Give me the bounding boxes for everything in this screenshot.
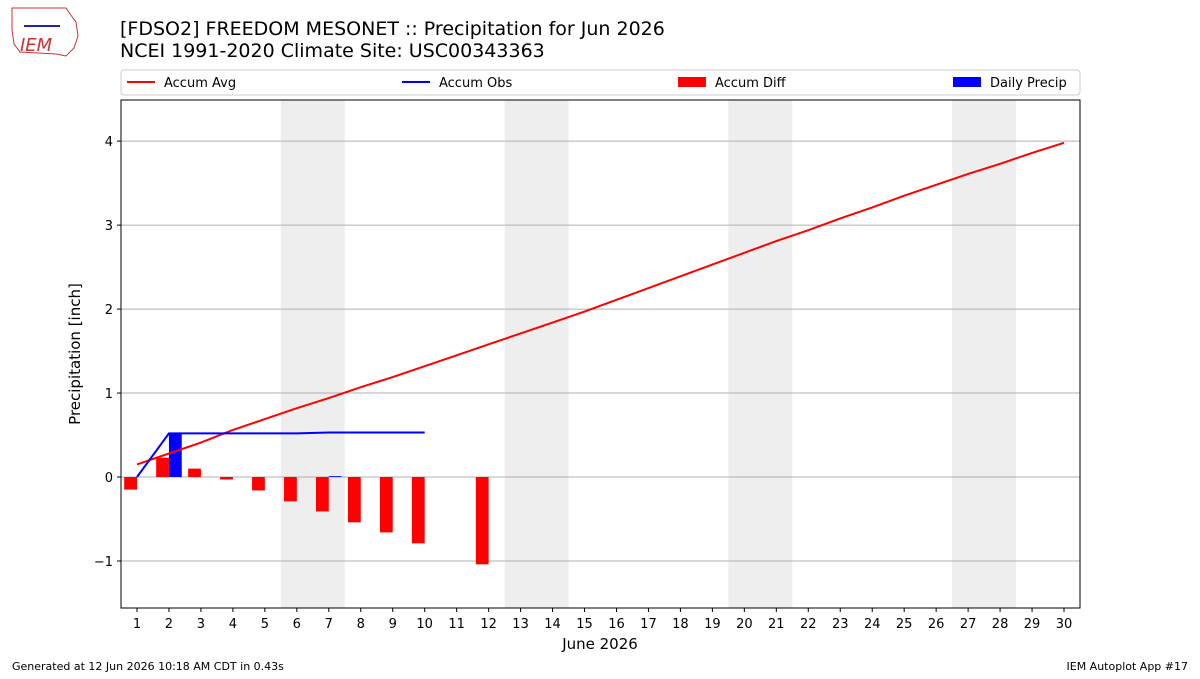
footer-left: Generated at 12 Jun 2026 10:18 AM CDT in…	[12, 660, 284, 673]
chart-title: [FDSO2] FREEDOM MESONET :: Precipitation…	[120, 18, 665, 40]
bar	[411, 477, 425, 544]
bar	[156, 457, 169, 478]
x-tick-label: 9	[389, 617, 397, 632]
bar	[347, 477, 361, 523]
weekend-shade	[952, 100, 1017, 608]
y-tick-label: 4	[105, 135, 113, 150]
x-tick-label: 30	[1056, 617, 1073, 632]
bar	[284, 477, 297, 502]
x-tick-label: 17	[640, 617, 657, 632]
x-tick-label: 22	[800, 617, 817, 632]
y-axis-label: Precipitation [inch]	[66, 283, 84, 425]
bar	[168, 433, 182, 478]
x-tick-label: 5	[261, 617, 269, 632]
legend-swatch	[678, 77, 706, 87]
weekend-shade	[504, 100, 569, 608]
x-tick-label: 18	[672, 617, 689, 632]
x-tick-label: 26	[928, 617, 945, 632]
x-tick-label: 28	[992, 617, 1009, 632]
x-tick-label: 3	[197, 617, 205, 632]
legend-box	[120, 69, 1081, 96]
x-tick-label: 1	[133, 617, 141, 632]
weekend-shade	[728, 100, 793, 608]
y-tick-label: −1	[94, 555, 113, 570]
x-tick-label: 29	[1024, 617, 1041, 632]
bar	[220, 477, 233, 480]
line	[136, 431, 425, 478]
x-tick-label: 6	[293, 617, 301, 632]
x-tick-label: 25	[896, 617, 913, 632]
x-tick-label: 15	[576, 617, 593, 632]
bar	[379, 477, 393, 533]
x-tick-label: 7	[325, 617, 333, 632]
legend-label: Accum Obs	[439, 76, 512, 91]
bar	[252, 477, 265, 491]
bar	[475, 477, 489, 565]
x-tick-label: 11	[448, 617, 465, 632]
y-tick-label: 1	[105, 387, 113, 402]
bar	[328, 476, 342, 478]
x-tick-label: 2	[165, 617, 173, 632]
footer-right: IEM Autoplot App #17	[1067, 660, 1189, 673]
x-tick-label: 23	[832, 617, 849, 632]
legend-swatch	[953, 77, 981, 87]
logo-outline	[11, 7, 79, 57]
x-tick-label: 14	[544, 617, 561, 632]
y-tick-label: 0	[105, 471, 113, 486]
x-tick-label: 16	[608, 617, 625, 632]
legend-label: Accum Diff	[715, 76, 787, 91]
x-tick-label: 21	[768, 617, 785, 632]
bar	[315, 477, 329, 512]
x-tick-label: 13	[512, 617, 529, 632]
x-axis-label: June 2026	[561, 635, 638, 653]
legend-label: Accum Avg	[164, 76, 236, 91]
bar	[188, 468, 201, 478]
x-tick-label: 19	[704, 617, 721, 632]
y-tick-label: 2	[105, 303, 113, 318]
weekend-shade	[280, 100, 345, 608]
legend-label: Daily Precip	[990, 76, 1067, 91]
x-tick-label: 20	[736, 617, 753, 632]
x-tick-label: 10	[416, 617, 433, 632]
x-tick-label: 4	[229, 617, 237, 632]
x-tick-label: 24	[864, 617, 881, 632]
x-tick-label: 8	[357, 617, 365, 632]
line	[136, 141, 1065, 466]
logo-text: IEM	[20, 35, 53, 56]
y-tick-label: 3	[105, 219, 113, 234]
bar	[124, 477, 137, 490]
chart-subtitle: NCEI 1991-2020 Climate Site: USC00343363	[120, 40, 545, 62]
logo: IEM	[11, 7, 79, 57]
x-tick-label: 27	[960, 617, 977, 632]
plot-frame	[120, 99, 1081, 609]
x-tick-label: 12	[480, 617, 497, 632]
